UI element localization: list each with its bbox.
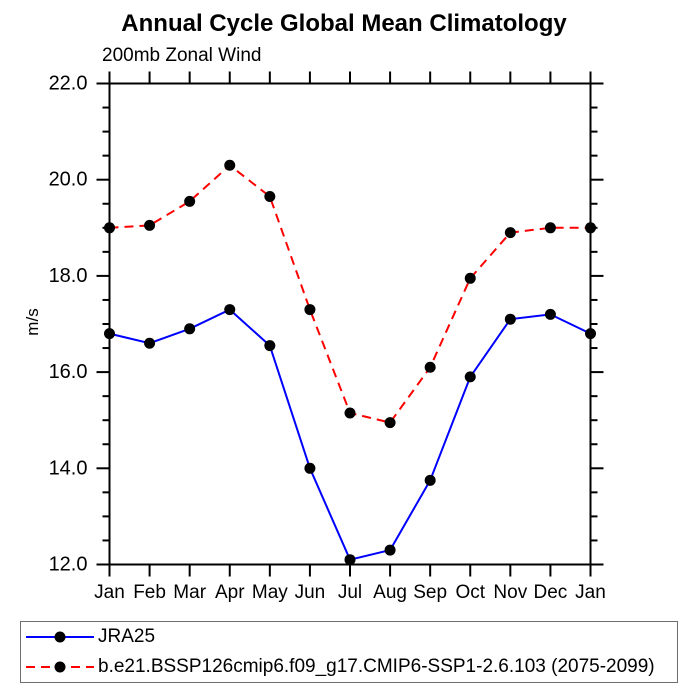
series-line-0 (109, 308, 591, 561)
data-point-marker (504, 227, 516, 239)
data-point-marker (424, 474, 436, 486)
legend-entry-jra25: JRA25 (21, 622, 677, 652)
legend-label: JRA25 (98, 626, 156, 647)
axis-frame (108, 82, 592, 566)
data-point-marker (464, 371, 476, 383)
legend: JRA25 b.e21.BSSP126cmip6.f09_g17.CMIP6-S… (20, 621, 678, 683)
data-point-marker (224, 159, 236, 171)
x-tick-label: Feb (133, 582, 166, 603)
x-tick-label: Sep (413, 582, 447, 603)
data-point-marker (544, 308, 556, 320)
data-point-marker (144, 219, 156, 231)
y-tick-label: 20.0 (49, 169, 88, 191)
y-tick-label: 18.0 (49, 265, 88, 287)
x-tick-label: Jan (94, 582, 125, 603)
legend-line-sample-dashed-icon (26, 661, 94, 673)
data-point-marker (264, 191, 276, 203)
x-tick-label: Oct (455, 582, 485, 603)
legend-label: b.e21.BSSP126cmip6.f09_g17.CMIP6-SSP1-2.… (98, 656, 655, 677)
data-point-marker (384, 417, 396, 429)
data-point-marker (224, 304, 236, 316)
data-point-marker (304, 304, 316, 316)
x-tick-label: Jan (575, 582, 606, 603)
y-tick-label: 14.0 (49, 457, 88, 479)
data-point-marker (104, 328, 115, 340)
y-tick-label: 22.0 (49, 73, 88, 95)
data-point-marker (184, 323, 196, 335)
x-tick-label: Dec (534, 582, 568, 603)
data-point-marker (144, 337, 156, 349)
x-tick-label: Jun (295, 582, 326, 603)
data-point-marker (304, 462, 316, 474)
data-point-marker (344, 407, 356, 419)
x-tick-label: Mar (173, 582, 206, 603)
x-tick-label: Jul (338, 582, 362, 603)
x-tick-label: Apr (215, 582, 245, 603)
legend-entry-model: b.e21.BSSP126cmip6.f09_g17.CMIP6-SSP1-2.… (21, 652, 677, 682)
chart-subtitle: 200mb Zonal Wind (102, 45, 262, 66)
data-point-marker (424, 361, 436, 373)
x-tick-label: May (252, 582, 288, 603)
data-point-marker (264, 340, 276, 352)
data-point-marker (585, 222, 596, 234)
x-tick-label: Nov (493, 582, 527, 603)
data-point-marker (464, 272, 476, 284)
data-point-marker (585, 328, 596, 340)
legend-line-sample-solid-icon (26, 631, 94, 643)
data-point-marker (104, 222, 115, 234)
data-point-marker (504, 313, 516, 325)
series-line-1 (109, 163, 591, 424)
data-point-marker (344, 554, 356, 566)
y-tick-label: 16.0 (49, 361, 88, 383)
data-point-marker (544, 222, 556, 234)
y-tick-label: 12.0 (49, 554, 88, 576)
data-point-marker (184, 195, 196, 207)
data-point-marker (384, 544, 396, 556)
x-tick-label: Aug (373, 582, 407, 603)
chart-title: Annual Cycle Global Mean Climatology (121, 10, 567, 37)
